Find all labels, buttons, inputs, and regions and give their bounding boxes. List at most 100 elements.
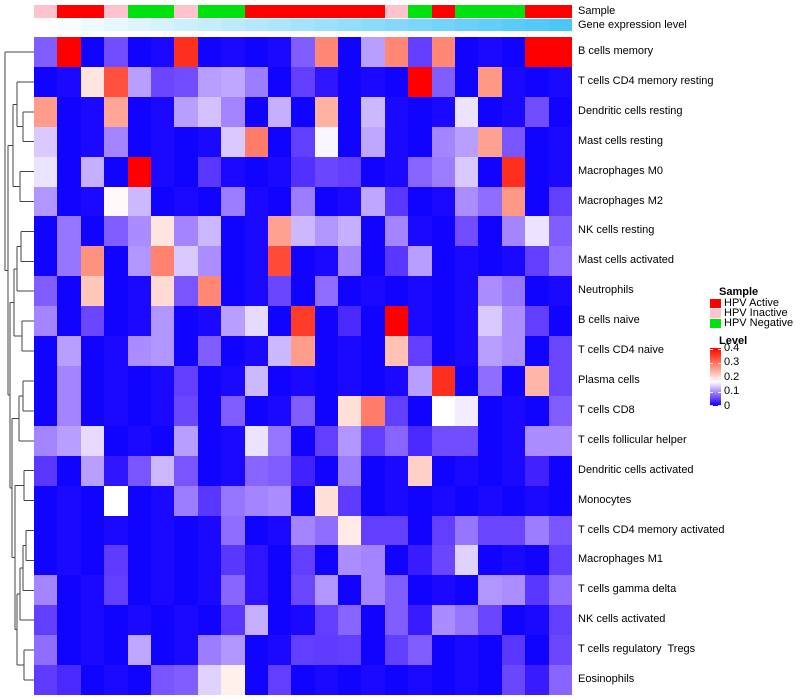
heatmap-cell [267, 455, 292, 487]
heatmap-cell [104, 515, 129, 546]
gene-expression-annotation-cell [291, 18, 316, 31]
heatmap-cell [455, 605, 479, 636]
heatmap-cell [408, 96, 433, 128]
heatmap-cell [455, 366, 479, 397]
heatmap-cell [174, 425, 199, 457]
heatmap-cell [314, 156, 339, 188]
heatmap-cell [267, 366, 292, 397]
gene-expression-annotation-cell [455, 18, 479, 31]
heatmap-cell [221, 425, 246, 457]
heatmap-cell [314, 276, 339, 307]
gene-expression-annotation-cell [525, 18, 550, 31]
heatmap-cell [244, 485, 269, 517]
heatmap-cell [314, 306, 339, 337]
heatmap-cell [384, 156, 409, 188]
heatmap-cell [408, 545, 433, 576]
level-tickmark [710, 391, 713, 393]
heatmap-cell [104, 306, 129, 337]
heatmap-cell [455, 276, 479, 307]
heatmap-cell [127, 276, 152, 307]
heatmap-cell [221, 515, 246, 546]
heatmap-cell [525, 425, 550, 457]
heatmap-cell [127, 306, 152, 337]
heatmap-cell [548, 216, 573, 247]
sample-annotation-cell [501, 5, 526, 18]
heatmap-cell [408, 276, 433, 307]
heatmap-cell [338, 575, 362, 606]
heatmap-cell [197, 605, 222, 636]
heatmap-cell [455, 96, 479, 128]
heatmap-cell [127, 156, 152, 188]
heatmap-cell [548, 37, 573, 68]
heatmap-cell [525, 455, 550, 487]
heatmap-cell [314, 515, 339, 546]
heatmap-cell [34, 126, 58, 158]
heatmap-cell [291, 485, 316, 517]
heatmap-cell [361, 515, 386, 546]
heatmap-cell [525, 366, 550, 397]
heatmap-cell [408, 515, 433, 546]
heatmap-cell [34, 515, 58, 546]
heatmap-cell [57, 455, 82, 487]
heatmap-cell [104, 665, 129, 696]
heatmap-cell [244, 605, 269, 636]
heatmap-cell [34, 605, 58, 636]
heatmap-cell [57, 276, 82, 307]
heatmap-cell [431, 126, 456, 158]
heatmap-cell [431, 665, 456, 696]
heatmap-cell [127, 545, 152, 576]
heatmap-cell [501, 395, 526, 427]
level-tickmark [710, 377, 713, 378]
heatmap-cell [174, 126, 199, 158]
heatmap-cell [548, 66, 573, 98]
heatmap-cell [478, 635, 503, 666]
heatmap-cell [80, 336, 105, 367]
heatmap-cell [221, 485, 246, 517]
heatmap-cell [57, 336, 82, 367]
heatmap-cell [150, 186, 175, 217]
heatmap-cell [221, 306, 246, 337]
heatmap-cell [244, 306, 269, 337]
heatmap-cell [525, 186, 550, 217]
heatmap-cell [455, 186, 479, 217]
row-label: Dendritic cells resting [578, 104, 683, 117]
heatmap-cell [431, 156, 456, 188]
heatmap-cell [80, 575, 105, 606]
heatmap-cell [384, 276, 409, 307]
heatmap-cell [150, 96, 175, 128]
level-tick-label: 0.2 [724, 370, 740, 383]
heatmap-cell [127, 216, 152, 247]
level-tick-label: 0.3 [724, 356, 740, 368]
heatmap-cell [408, 186, 433, 217]
heatmap-cell [267, 545, 292, 576]
heatmap-cell [197, 37, 222, 68]
row-label: Macrophages M2 [578, 194, 663, 207]
heatmap-cell [525, 515, 550, 546]
heatmap-cell [291, 96, 316, 128]
heatmap-cell [57, 66, 82, 98]
heatmap-cell [267, 126, 292, 158]
row-label: Neutrophils [578, 284, 634, 297]
heatmap-cell [34, 485, 58, 517]
heatmap-cell [80, 186, 105, 217]
heatmap-cell [408, 635, 433, 666]
heatmap-cell [338, 395, 362, 427]
heatmap-cell [221, 186, 246, 217]
heatmap-cell [314, 186, 339, 217]
heatmap-cell [314, 395, 339, 427]
heatmap-cell [384, 425, 409, 457]
heatmap-cell [221, 395, 246, 427]
heatmap-cell [501, 485, 526, 517]
heatmap-cell [174, 665, 199, 696]
sample-annotation-cell [525, 5, 550, 18]
level-tickmark [710, 362, 713, 364]
heatmap-cell [501, 605, 526, 636]
heatmap-cell [221, 216, 246, 247]
row-label: T cells CD8 [578, 403, 635, 416]
row-label: NK cells resting [578, 224, 655, 237]
heatmap-cell [104, 605, 129, 636]
heatmap-cell [34, 156, 58, 188]
heatmap-cell [57, 545, 82, 576]
legend-swatch [710, 309, 721, 318]
heatmap-cell [221, 156, 246, 188]
